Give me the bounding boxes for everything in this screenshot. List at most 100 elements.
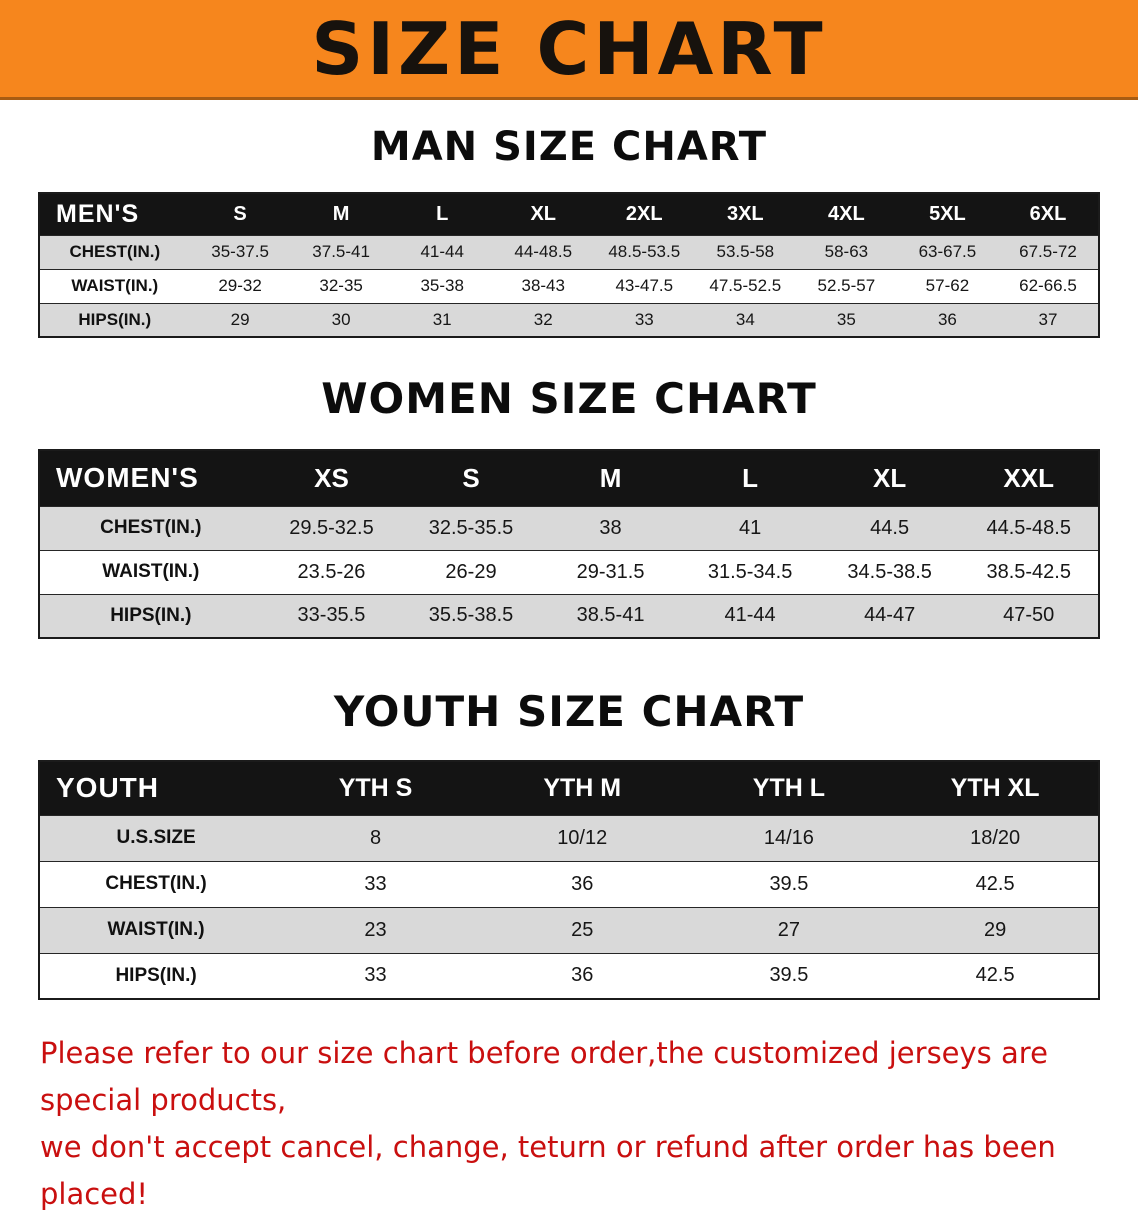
size-value: 8 <box>369 826 382 849</box>
disclaimer-line-1: Please refer to our size chart before or… <box>40 1036 1048 1117</box>
size-value: 41-44 <box>420 242 464 261</box>
size-value: 32 <box>533 309 553 329</box>
size-value: 37 <box>1038 309 1058 329</box>
men-size-table: MEN'S S M L XL 2XL 3XL 4XL 5XL 6XL CHEST… <box>38 192 1100 338</box>
size-value: 57-62 <box>925 276 970 295</box>
size-value: 35-38 <box>420 276 464 295</box>
page-title: SIZE CHART <box>311 6 827 91</box>
size-value: 10/12 <box>557 826 608 849</box>
size-value: 30 <box>331 309 351 329</box>
size-value: 27 <box>777 918 801 941</box>
row-label: WAIST(IN.) <box>102 561 200 582</box>
column-header: XL <box>819 450 960 506</box>
women-header-row: WOMEN'S XS S M L XL XXL <box>39 450 1099 506</box>
column-header: YTH S <box>272 761 479 815</box>
column-header: YTH L <box>685 761 893 815</box>
size-value: 18/20 <box>970 826 1021 849</box>
youth-ussize-row: U.S.SIZE 8 10/12 14/16 18/20 <box>39 815 1099 861</box>
size-value: 29 <box>230 309 250 329</box>
row-label: WAIST(IN.) <box>107 919 205 940</box>
women-size-table: WOMEN'S XS S M L XL XXL CHEST(IN.) 29.5-… <box>38 449 1100 639</box>
size-value: 43-47.5 <box>615 276 674 295</box>
size-value: 38-43 <box>521 276 565 295</box>
size-value: 58-63 <box>824 242 869 261</box>
size-value: 14/16 <box>763 826 814 849</box>
youth-table-label: YOUTH <box>39 761 273 815</box>
size-value: 34 <box>735 309 755 329</box>
size-value: 25 <box>571 918 594 941</box>
row-label: CHEST(IN.) <box>105 873 207 894</box>
women-waist-row: WAIST(IN.) 23.5-26 26-29 29-31.5 31.5-34… <box>39 550 1099 594</box>
column-header: L <box>680 450 820 506</box>
column-header: S <box>189 193 291 235</box>
women-table-label: WOMEN'S <box>39 450 262 506</box>
size-value: 42.5 <box>975 964 1015 987</box>
size-value: 26-29 <box>445 560 497 583</box>
size-value: 32-35 <box>319 276 363 295</box>
size-value: 48.5-53.5 <box>608 242 681 261</box>
men-header-row: MEN'S S M L XL 2XL 3XL 4XL 5XL 6XL <box>39 193 1099 235</box>
women-section-title: WOMEN SIZE CHART <box>321 374 817 423</box>
column-header: M <box>290 193 392 235</box>
men-waist-row: WAIST(IN.) 29-32 32-35 35-38 38-43 43-47… <box>39 269 1099 303</box>
size-value: 31 <box>432 309 452 329</box>
size-value: 62-66.5 <box>1019 276 1077 295</box>
size-value: 44.5-48.5 <box>986 516 1071 539</box>
size-value: 53.5-58 <box>716 242 775 261</box>
size-value: 34.5-38.5 <box>847 560 932 583</box>
size-value: 37.5-41 <box>312 242 370 261</box>
size-value: 33-35.5 <box>297 604 366 627</box>
column-header: YTH XL <box>892 761 1099 815</box>
men-chest-row: CHEST(IN.) 35-37.5 37.5-41 41-44 44-48.5… <box>39 235 1099 269</box>
size-value: 47-50 <box>1003 604 1055 627</box>
size-value: 38 <box>599 516 622 539</box>
size-value: 35 <box>836 309 856 329</box>
column-header: XL <box>492 193 594 235</box>
youth-size-table: YOUTH YTH S YTH M YTH L YTH XL U.S.SIZE … <box>38 760 1100 1000</box>
youth-chest-row: CHEST(IN.) 33 36 39.5 42.5 <box>39 861 1099 907</box>
size-value: 23 <box>364 918 387 941</box>
row-label: CHEST(IN.) <box>100 517 202 538</box>
size-value: 32.5-35.5 <box>428 516 514 539</box>
size-value: 42.5 <box>975 872 1015 895</box>
row-label: WAIST(IN.) <box>71 276 159 295</box>
size-value: 52.5-57 <box>817 276 876 295</box>
size-value: 47.5-52.5 <box>709 276 782 295</box>
size-value: 29.5-32.5 <box>289 516 374 539</box>
column-header: 3XL <box>694 193 796 235</box>
men-section-title: MAN SIZE CHART <box>370 124 768 170</box>
size-value: 44.5 <box>870 516 910 539</box>
size-value: 23.5-26 <box>297 560 366 583</box>
column-header: L <box>391 193 493 235</box>
column-header: YTH M <box>478 761 686 815</box>
size-value: 36 <box>571 872 594 895</box>
size-value: 39.5 <box>769 964 809 987</box>
size-value: 44-47 <box>864 604 916 627</box>
row-label: U.S.SIZE <box>116 827 196 848</box>
column-header: 5XL <box>896 193 998 235</box>
row-label: HIPS(IN.) <box>78 309 152 329</box>
youth-waist-row: WAIST(IN.) 23 25 27 29 <box>39 907 1099 953</box>
disclaimer-text: Please refer to our size chart before or… <box>40 1030 1110 1218</box>
size-value: 38.5-41 <box>576 604 645 627</box>
size-value: 38.5-42.5 <box>986 560 1071 583</box>
row-label: CHEST(IN.) <box>69 242 161 261</box>
men-hips-row: HIPS(IN.) 29 30 31 32 33 34 35 36 37 <box>39 303 1099 337</box>
size-chart-banner: SIZE CHART <box>0 0 1138 100</box>
size-value: 33 <box>364 872 387 895</box>
column-header: 6XL <box>997 193 1099 235</box>
size-value: 33 <box>364 964 387 987</box>
size-value: 39.5 <box>769 872 809 895</box>
size-value: 35.5-38.5 <box>428 604 514 627</box>
size-value: 36 <box>571 964 594 987</box>
women-hips-row: HIPS(IN.) 33-35.5 35.5-38.5 38.5-41 41-4… <box>39 594 1099 638</box>
row-label: HIPS(IN.) <box>115 964 197 986</box>
size-value: 36 <box>937 309 957 329</box>
women-chest-row: CHEST(IN.) 29.5-32.5 32.5-35.5 38 41 44.… <box>39 506 1099 550</box>
row-label: HIPS(IN.) <box>110 604 192 626</box>
size-value: 29-31.5 <box>576 560 645 583</box>
size-value: 44-48.5 <box>514 242 573 261</box>
column-header: XXL <box>959 450 1099 506</box>
youth-section-title: YOUTH SIZE CHART <box>333 687 805 736</box>
size-value: 29 <box>984 918 1007 941</box>
